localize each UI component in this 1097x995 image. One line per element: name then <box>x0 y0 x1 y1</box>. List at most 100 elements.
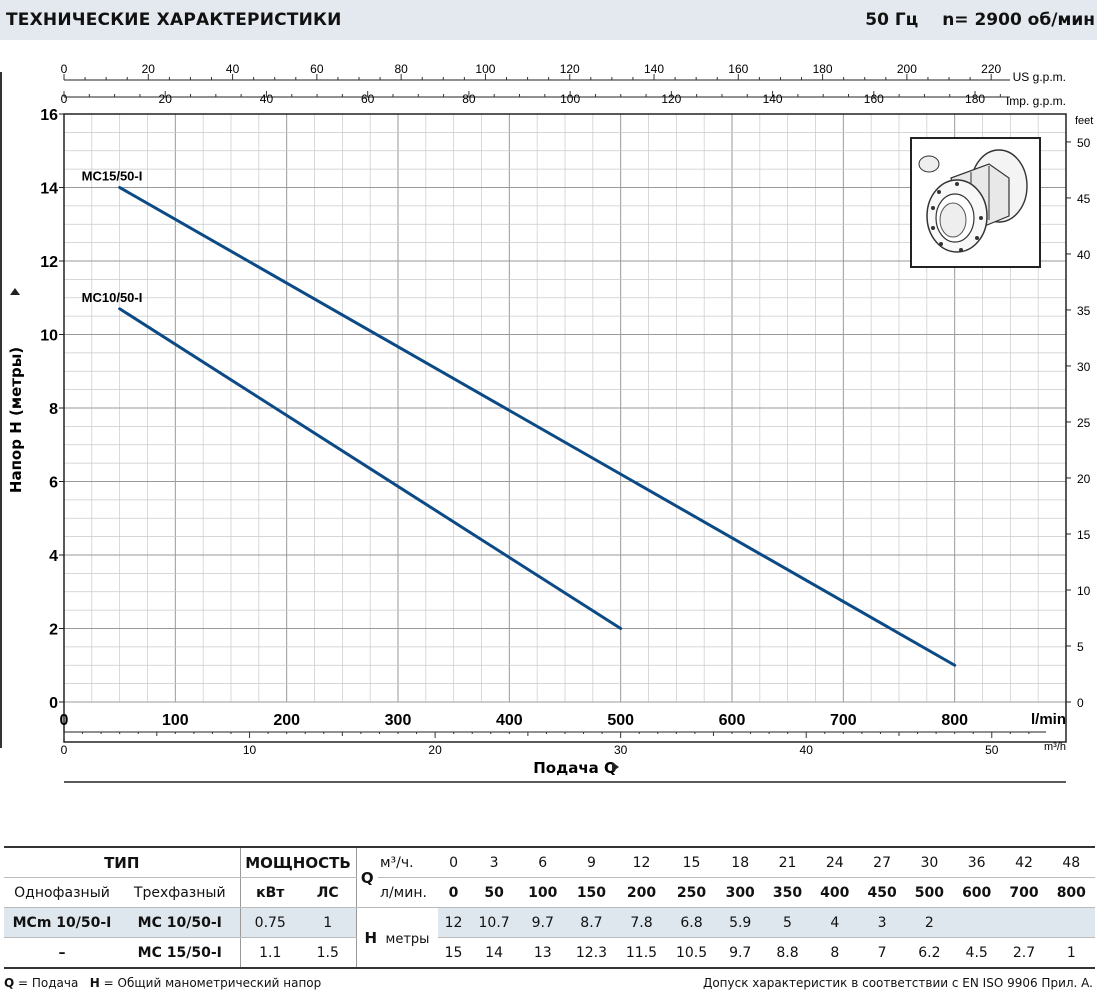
imp-gpm-tick-label: 160 <box>864 92 884 106</box>
imp-gpm-tick-label: 80 <box>462 92 476 106</box>
us-gpm-tick-label: 160 <box>728 62 748 76</box>
q-lmin-cell: 600 <box>953 877 1001 908</box>
single-phase-header: Однофазный <box>4 877 120 908</box>
us-gpm-tick-label: 180 <box>813 62 833 76</box>
model-three-2: MC 15/50-I <box>120 937 241 969</box>
x-axis-title: Подача Q <box>533 759 617 777</box>
hp-value-2: 1.5 <box>300 937 357 969</box>
h-cell: 9.7 <box>716 937 764 969</box>
q-lmin-cell: 800 <box>1047 877 1095 908</box>
h-cell: 8.8 <box>763 937 812 969</box>
us-gpm-tick-label: 220 <box>981 62 1001 76</box>
h-cell: 3 <box>858 907 906 938</box>
h-cell: 6.2 <box>905 937 954 969</box>
x-tick-label: 500 <box>607 712 634 729</box>
q-m3h-cell: 36 <box>953 846 1001 878</box>
m3h-tick-label: 10 <box>243 743 257 757</box>
y-tick-label: 14 <box>40 181 58 198</box>
feet-tick-label: 40 <box>1077 248 1091 262</box>
series-line-2 <box>118 307 623 630</box>
performance-table: ТИП МОЩНОСТЬ Q м³/ч. 0 3 6 9 12 15 18 21… <box>4 846 1095 969</box>
q-m3h-cell: 12 <box>616 846 667 878</box>
legend-h: H <box>89 976 100 990</box>
imp-gpm-tick-label: 40 <box>260 92 274 106</box>
kw-value-1: 0.75 <box>240 907 300 938</box>
h-cell: 4.5 <box>953 937 1001 969</box>
q-m3h-cell: 9 <box>566 846 617 878</box>
h-label-cell: H метры <box>356 907 438 969</box>
h-cell: 12.3 <box>566 937 617 969</box>
h-unit: метры <box>385 931 430 947</box>
feet-tick-label: 0 <box>1077 696 1084 710</box>
x-tick-label: 100 <box>162 712 189 729</box>
h-cell: 7.8 <box>616 907 667 938</box>
pump-illustration <box>910 137 1041 268</box>
h-cell <box>1047 907 1095 938</box>
feet-unit-label: feet <box>1075 115 1093 127</box>
feet-tick-label: 15 <box>1077 528 1091 542</box>
m3h-tick-label: 30 <box>614 743 628 757</box>
y-tick-label: 16 <box>40 107 58 124</box>
feet-tick-label: 45 <box>1077 192 1091 206</box>
us-gpm-tick-label: 120 <box>560 62 580 76</box>
q-m3h-cell: 0 <box>438 846 470 878</box>
x-axis-arrow-icon <box>612 762 619 772</box>
h-cell: 2.7 <box>1000 937 1048 969</box>
h-cell: 11.5 <box>616 937 667 969</box>
feet-tick-label: 35 <box>1077 304 1091 318</box>
q-lmin-cell: 50 <box>469 877 520 908</box>
legend-q-text: = Подача <box>14 976 90 990</box>
h-cell <box>1000 907 1048 938</box>
feet-tick-label: 10 <box>1077 584 1091 598</box>
series-label-1: MC15/50-I <box>82 169 143 184</box>
h-cell: 13 <box>519 937 567 969</box>
y-tick-label: 2 <box>49 622 58 639</box>
feet-tick-label: 25 <box>1077 416 1091 430</box>
q-m3h-cell: 48 <box>1047 846 1095 878</box>
us-gpm-tick-label: 60 <box>310 62 324 76</box>
page-title: ТЕХНИЧЕСКИЕ ХАРАКТЕРИСТИКИ <box>6 10 342 30</box>
h-cell: 4 <box>811 907 859 938</box>
series-label-2: MC10/50-I <box>82 290 143 305</box>
y-tick-label: 4 <box>49 548 58 565</box>
us-gpm-unit-label: US g.p.m. <box>1013 70 1066 84</box>
q-lmin-cell: 400 <box>811 877 859 908</box>
m3h-tick-label: 50 <box>985 743 999 757</box>
legend-h-text: = Общий манометрический напор <box>99 976 322 990</box>
q-m3h-cell: 6 <box>519 846 567 878</box>
q-m3h-cell: 42 <box>1000 846 1048 878</box>
kw-value-2: 1.1 <box>240 937 300 969</box>
m3h-tick-label: 40 <box>800 743 814 757</box>
x-tick-label: 300 <box>385 712 412 729</box>
feet-tick-label: 30 <box>1077 360 1091 374</box>
y-tick-label: 8 <box>49 401 58 418</box>
plot-frame <box>63 113 1067 743</box>
footer-tolerance: Допуск характеристик в соответствии с EN… <box>702 976 1093 990</box>
q-lmin-cell: 350 <box>763 877 812 908</box>
model-single-2: – <box>4 937 120 969</box>
feet-tick-label: 50 <box>1077 136 1091 150</box>
q-label: Q <box>356 846 378 908</box>
q-lmin-cell: 150 <box>566 877 617 908</box>
h-cell: 6.8 <box>666 907 717 938</box>
q-m3h-cell: 27 <box>858 846 906 878</box>
model-three-1: MC 10/50-I <box>120 907 241 938</box>
imp-gpm-tick-label: 0 <box>61 92 68 106</box>
kw-header: кВт <box>240 877 300 908</box>
hp-header: ЛС <box>300 877 357 908</box>
y-tick-label: 12 <box>40 254 58 271</box>
left-border <box>0 72 2 748</box>
header-bar: ТЕХНИЧЕСКИЕ ХАРАКТЕРИСТИКИ 50 Гц n= 2900… <box>0 0 1097 40</box>
imp-gpm-tick-label: 20 <box>159 92 173 106</box>
y-tick-label: 0 <box>49 695 58 712</box>
m3h-unit-label: m³/h <box>1044 741 1066 753</box>
h-cell: 5 <box>763 907 812 938</box>
q-lmin-cell: 100 <box>519 877 567 908</box>
us-gpm-tick-label: 40 <box>226 62 240 76</box>
x-tick-label: 700 <box>830 712 857 729</box>
frequency-label: 50 Гц <box>865 10 919 30</box>
h-cell: 8.7 <box>566 907 617 938</box>
legend-q: Q <box>4 976 15 990</box>
x-tick-label: 400 <box>496 712 523 729</box>
